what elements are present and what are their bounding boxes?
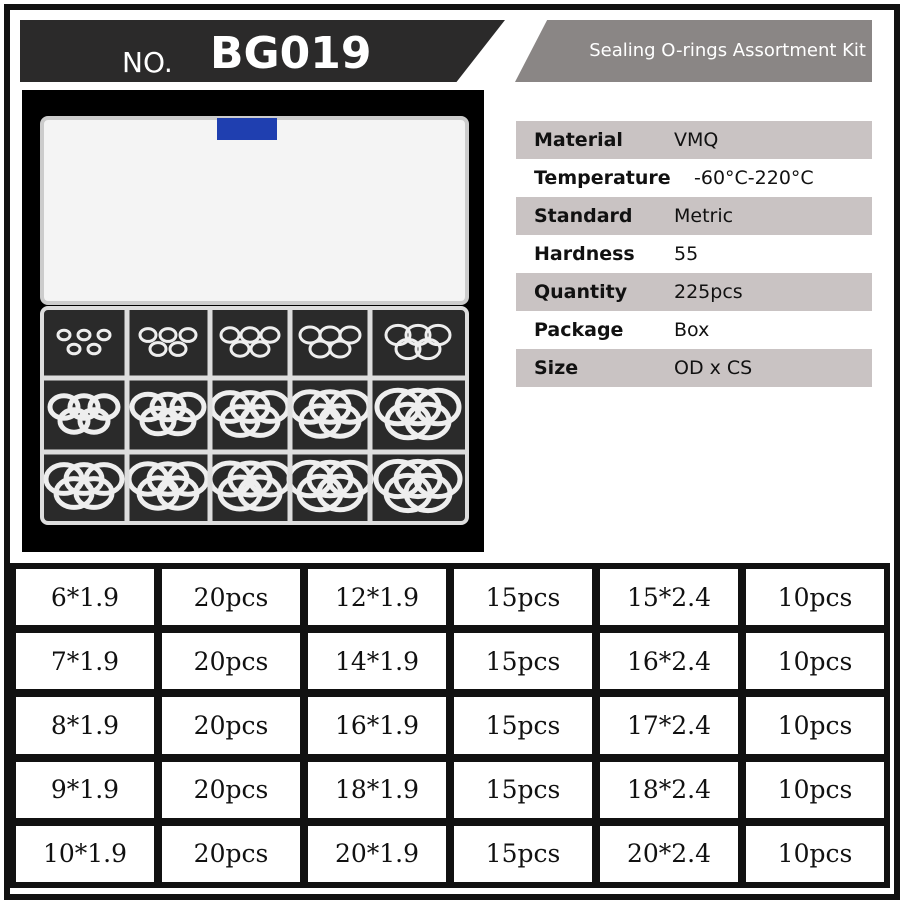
- o-ring: [76, 328, 92, 342]
- spec-value: Box: [674, 319, 710, 341]
- quantity-cell: 15pcs: [452, 695, 594, 756]
- spec-label: Hardness: [534, 243, 635, 265]
- size-cell: 6*1.9: [14, 567, 156, 628]
- quantity-cell: 15pcs: [452, 567, 594, 628]
- o-ring: [56, 328, 72, 342]
- spec-value: Metric: [674, 205, 734, 227]
- o-ring: [424, 323, 452, 347]
- o-ring: [138, 327, 158, 343]
- spec-label: Temperature: [534, 167, 671, 189]
- o-ring: [328, 339, 352, 359]
- o-ring-box-image: [40, 116, 469, 525]
- spec-label: Quantity: [534, 281, 628, 303]
- o-ring: [77, 407, 111, 435]
- quantity-cell: 20pcs: [160, 567, 302, 628]
- spec-value: 55: [674, 243, 699, 265]
- size-cell: 9*1.9: [14, 759, 156, 820]
- size-table: 6*1.9 20pcs 12*1.9 15pcs 15*2.4 10pcs 7*1.9 20p…: [10, 563, 890, 888]
- o-ring: [67, 393, 101, 421]
- size-cell: 15*2.4: [598, 567, 740, 628]
- o-ring: [413, 458, 463, 500]
- o-ring: [338, 325, 362, 345]
- spec-table: Material VMQ Temperature -60°C-220°C Standar…: [516, 121, 872, 387]
- spec-row: Hardness 55: [516, 235, 872, 273]
- o-ring: [96, 328, 112, 342]
- o-ring: [229, 340, 251, 358]
- o-ring: [239, 326, 261, 344]
- size-cell: 20*1.9: [306, 823, 448, 884]
- spec-value: VMQ: [674, 129, 719, 151]
- quantity-cell: 15pcs: [452, 631, 594, 692]
- product-subtitle: Sealing O-rings Assortment Kit: [515, 20, 872, 82]
- spec-row: Package Box: [516, 311, 872, 349]
- size-cell: 7*1.9: [14, 631, 156, 692]
- o-ring: [83, 462, 125, 496]
- o-ring: [169, 391, 207, 423]
- spec-row: Material VMQ: [516, 121, 872, 159]
- size-cell: 14*1.9: [306, 631, 448, 692]
- quantity-cell: 20pcs: [160, 631, 302, 692]
- o-ring: [158, 327, 178, 343]
- spec-label: Size: [534, 357, 579, 379]
- quantity-cell: 10pcs: [744, 567, 886, 628]
- o-ring: [414, 387, 462, 427]
- quantity-cell: 10pcs: [744, 823, 886, 884]
- model-code: BG019: [210, 28, 372, 79]
- quantity-cell: 15pcs: [452, 823, 594, 884]
- size-cell: 12*1.9: [306, 567, 448, 628]
- spec-value: 225pcs: [674, 281, 743, 303]
- quantity-cell: 15pcs: [452, 759, 594, 820]
- o-ring: [259, 326, 281, 344]
- size-cell: 17*2.4: [598, 695, 740, 756]
- outer-frame: [4, 4, 900, 900]
- product-photo: [22, 90, 484, 552]
- spec-label: Material: [534, 129, 623, 151]
- o-ring: [168, 341, 188, 357]
- o-ring: [178, 327, 198, 343]
- spec-row: Quantity 225pcs: [516, 273, 872, 311]
- o-ring: [249, 340, 271, 358]
- spec-row: Size OD x CS: [516, 349, 872, 387]
- o-ring: [219, 326, 241, 344]
- quantity-cell: 20pcs: [160, 695, 302, 756]
- spec-label: Package: [534, 319, 624, 341]
- size-cell: 18*1.9: [306, 759, 448, 820]
- spec-row: Standard Metric: [516, 197, 872, 235]
- title-bar: NO. BG019: [20, 20, 505, 82]
- o-ring: [47, 393, 81, 421]
- o-ring: [166, 461, 210, 497]
- spec-row: Temperature -60°C-220°C: [516, 159, 872, 197]
- size-cell: 16*1.9: [306, 695, 448, 756]
- o-ring: [87, 393, 121, 421]
- quantity-cell: 20pcs: [160, 823, 302, 884]
- quantity-cell: 10pcs: [744, 759, 886, 820]
- spec-value: OD x CS: [674, 357, 753, 379]
- spec-label: Standard: [534, 205, 633, 227]
- size-cell: 18*2.4: [598, 759, 740, 820]
- spec-value: -60°C-220°C: [694, 167, 814, 189]
- quantity-cell: 10pcs: [744, 695, 886, 756]
- size-cell: 20*2.4: [598, 823, 740, 884]
- o-ring: [66, 342, 82, 356]
- size-cell: 8*1.9: [14, 695, 156, 756]
- o-ring: [57, 407, 91, 435]
- quantity-cell: 20pcs: [160, 759, 302, 820]
- quantity-cell: 10pcs: [744, 631, 886, 692]
- model-prefix: NO.: [122, 46, 173, 79]
- o-ring: [86, 342, 102, 356]
- o-ring: [148, 341, 168, 357]
- size-cell: 16*2.4: [598, 631, 740, 692]
- size-cell: 10*1.9: [14, 823, 156, 884]
